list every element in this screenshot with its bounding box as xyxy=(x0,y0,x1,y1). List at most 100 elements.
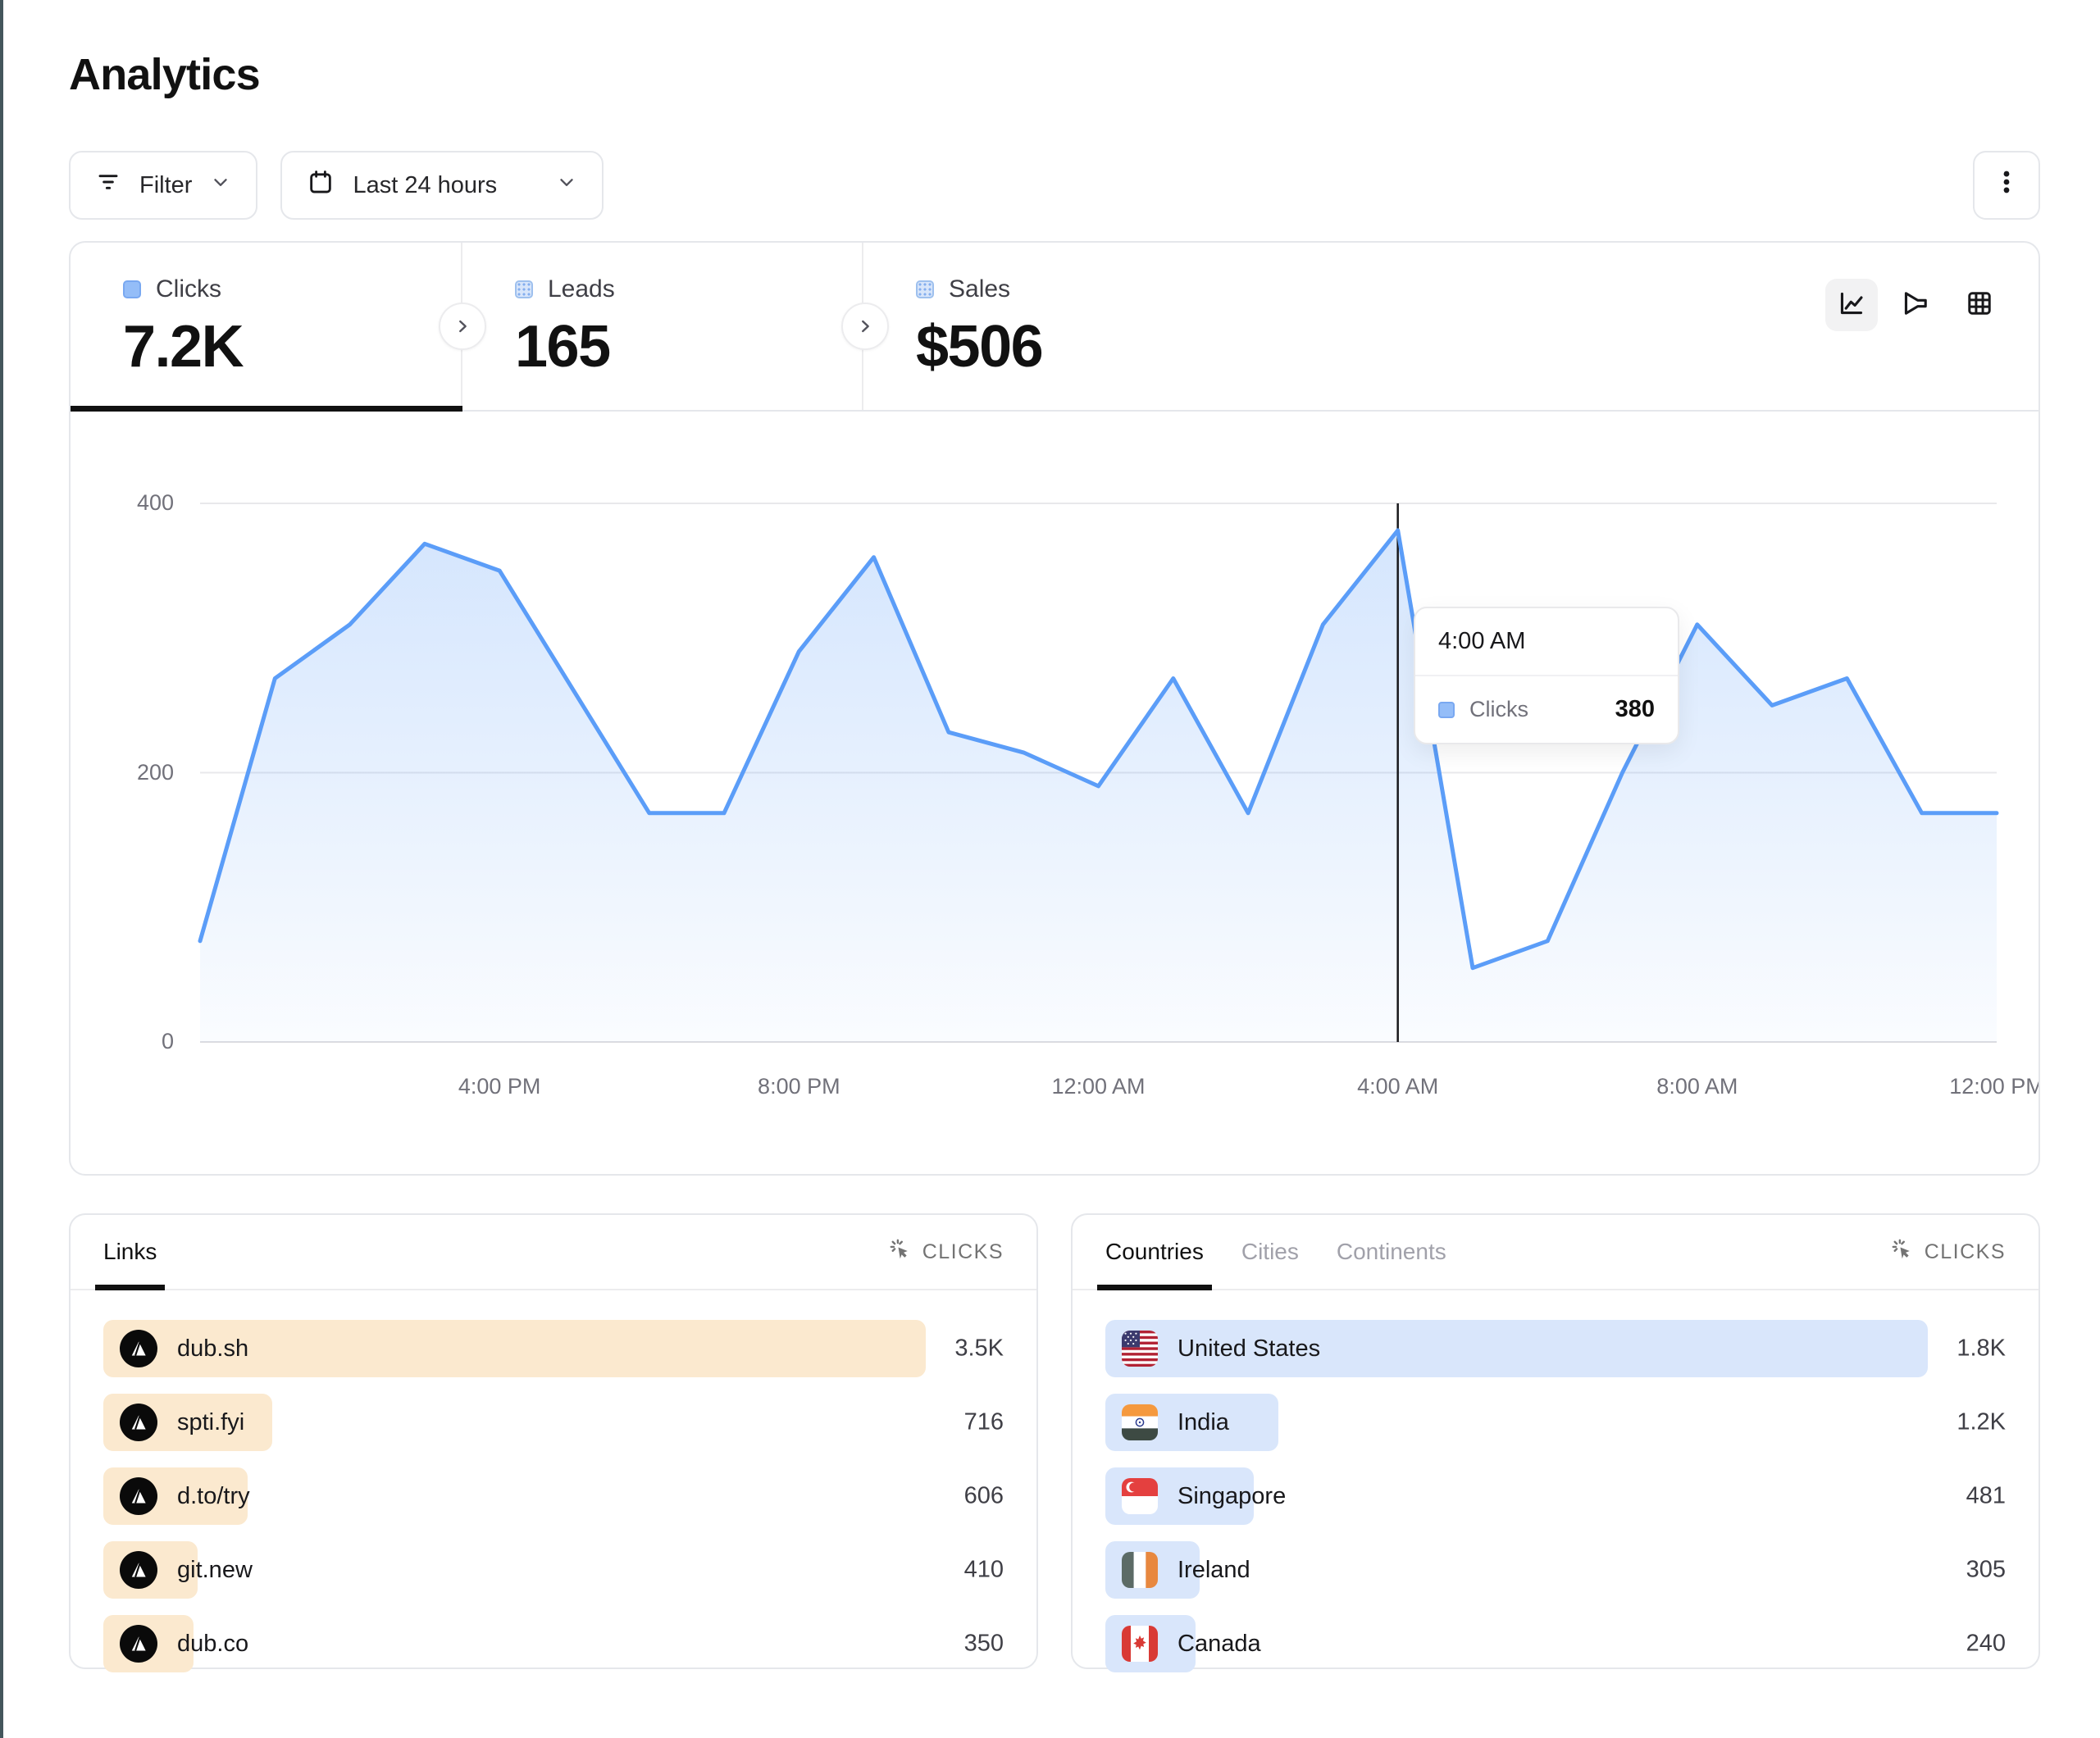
line-chart-toggle[interactable] xyxy=(1825,279,1878,331)
link-clicks-value: 716 xyxy=(963,1408,1004,1435)
stats-tabs: Clicks 7.2K Leads 165 Sales $506 xyxy=(71,243,2039,412)
countries-panel-header: Countries Cities Continents CLICKS xyxy=(1073,1215,2039,1290)
country-clicks-value: 1.8K xyxy=(1957,1335,2006,1362)
funnel-chart-toggle[interactable] xyxy=(1889,279,1942,331)
country-name-label: United States xyxy=(1178,1335,1321,1362)
links-panel: Links CLICKS dub.sh 3.5K xyxy=(69,1213,1038,1672)
toolbar: Filter Last 24 hours xyxy=(69,151,2040,220)
tab-sales[interactable]: Sales $506 xyxy=(863,243,2039,410)
bar-track xyxy=(1105,1320,1928,1377)
tab-cities[interactable]: Cities xyxy=(1241,1215,1299,1289)
funnel-icon xyxy=(1900,288,1931,323)
expand-leads-button[interactable] xyxy=(841,303,889,350)
link-list-item[interactable]: d.to/try 606 xyxy=(103,1467,1004,1525)
tooltip-series-label: Clicks xyxy=(1469,697,1528,721)
country-name-label: Canada xyxy=(1178,1630,1261,1657)
dub-logo-icon xyxy=(120,1404,157,1441)
table-view-toggle[interactable] xyxy=(1953,279,2006,331)
country-clicks-value: 481 xyxy=(1966,1482,2006,1509)
country-flag-icon xyxy=(1122,1552,1158,1588)
tab-countries[interactable]: Countries xyxy=(1097,1215,1212,1290)
x-tick-label: 12:00 AM xyxy=(1051,1074,1146,1099)
countries-tab-label: Countries xyxy=(1105,1239,1204,1264)
tooltip-series-swatch xyxy=(1438,701,1455,718)
sales-value: $506 xyxy=(916,314,1044,380)
links-list: dub.sh 3.5K spti.fyi 716 d.to/try 606 xyxy=(71,1290,1036,1672)
link-domain-label: spti.fyi xyxy=(177,1408,245,1435)
country-list-item[interactable]: Canada 240 xyxy=(1105,1615,2006,1672)
tab-clicks[interactable]: Clicks 7.2K xyxy=(71,243,462,410)
cities-tab-label: Cities xyxy=(1241,1239,1299,1264)
filter-icon xyxy=(95,169,121,202)
link-clicks-value: 3.5K xyxy=(954,1335,1004,1362)
link-domain-label: d.to/try xyxy=(177,1482,250,1509)
countries-panel: Countries Cities Continents CLICKS xyxy=(1071,1213,2040,1672)
dub-logo-icon xyxy=(120,1551,157,1589)
dub-logo-icon xyxy=(120,1625,157,1663)
x-tick-label: 12:00 PM xyxy=(1949,1074,2040,1099)
chart-x-axis: 4:00 PM 8:00 PM 12:00 AM 4:00 AM 8:00 AM 12:0… xyxy=(200,1074,2039,1110)
links-panel-header: Links CLICKS xyxy=(71,1215,1036,1290)
country-list-item[interactable]: Singapore 481 xyxy=(1105,1467,2006,1525)
filter-button[interactable]: Filter xyxy=(69,151,258,220)
link-domain-label: dub.sh xyxy=(177,1335,249,1362)
leads-series-swatch xyxy=(515,280,533,298)
date-range-label: Last 24 hours xyxy=(353,171,498,198)
tab-continents[interactable]: Continents xyxy=(1337,1215,1446,1289)
x-tick-label: 4:00 AM xyxy=(1357,1074,1439,1099)
date-range-button[interactable]: Last 24 hours xyxy=(280,151,604,220)
line-chart-icon xyxy=(1836,288,1867,323)
link-list-item[interactable]: spti.fyi 716 xyxy=(103,1394,1004,1451)
tab-leads[interactable]: Leads 165 xyxy=(462,243,863,410)
tab-links[interactable]: Links xyxy=(94,1215,166,1290)
country-list-item[interactable]: India 1.2K xyxy=(1105,1394,2006,1451)
tooltip-time: 4:00 AM xyxy=(1415,608,1678,676)
chart-plot-area[interactable] xyxy=(198,412,1999,1059)
analytics-page: Analytics Filter Last 24 hours xyxy=(69,50,2040,1672)
y-tick-label-0: 0 xyxy=(161,1029,174,1053)
leads-tab-label: Leads xyxy=(548,275,615,303)
link-list-item[interactable]: dub.co 350 xyxy=(103,1615,1004,1672)
clicks-series-swatch xyxy=(123,280,141,298)
page-title: Analytics xyxy=(69,50,261,99)
link-clicks-value: 606 xyxy=(963,1482,1004,1509)
x-tick-label: 8:00 AM xyxy=(1656,1074,1738,1099)
active-tab-underline xyxy=(71,406,462,412)
link-list-item[interactable]: git.new 410 xyxy=(103,1541,1004,1599)
country-list-item[interactable]: Ireland 305 xyxy=(1105,1541,2006,1599)
country-flag-icon xyxy=(1122,1626,1158,1662)
chart-y-axis: 0 200 400 xyxy=(71,412,174,1059)
links-metric-label: CLICKS xyxy=(922,1240,1004,1263)
country-clicks-bar xyxy=(1105,1320,1928,1377)
chart-tooltip: 4:00 AM Clicks 380 xyxy=(1414,607,1679,744)
chevron-down-icon xyxy=(556,171,577,199)
link-domain-label: dub.co xyxy=(177,1630,249,1657)
cursor-click-icon xyxy=(1890,1237,1915,1267)
clicks-chart[interactable]: 0 200 400 4:00 PM 8:00 PM 12:00 AM 4:00 AM 8:0… xyxy=(71,412,2039,1174)
country-flag-icon xyxy=(1122,1478,1158,1514)
x-tick-label: 8:00 PM xyxy=(758,1074,840,1099)
countries-metric-selector[interactable]: CLICKS xyxy=(1890,1237,2006,1267)
more-options-button[interactable] xyxy=(1973,151,2040,220)
link-clicks-value: 350 xyxy=(963,1630,1004,1657)
country-list-item[interactable]: United States 1.8K xyxy=(1105,1320,2006,1377)
link-clicks-value: 410 xyxy=(963,1556,1004,1583)
dub-logo-icon xyxy=(120,1330,157,1367)
expand-clicks-button[interactable] xyxy=(439,303,486,350)
continents-tab-label: Continents xyxy=(1336,1239,1446,1264)
country-name-label: Ireland xyxy=(1178,1556,1250,1583)
country-name-label: India xyxy=(1178,1408,1229,1435)
x-tick-label: 4:00 PM xyxy=(458,1074,541,1099)
dub-logo-icon xyxy=(120,1477,157,1515)
links-tab-label: Links xyxy=(103,1239,157,1264)
leads-value: 165 xyxy=(515,314,611,380)
links-metric-selector[interactable]: CLICKS xyxy=(888,1237,1004,1267)
country-clicks-value: 305 xyxy=(1966,1556,2006,1583)
sales-series-swatch xyxy=(916,280,934,298)
link-domain-label: git.new xyxy=(177,1556,253,1583)
grid-table-icon xyxy=(1964,288,1995,323)
clicks-value: 7.2K xyxy=(123,314,244,380)
link-list-item[interactable]: dub.sh 3.5K xyxy=(103,1320,1004,1377)
y-tick-label-200: 200 xyxy=(136,759,174,785)
filter-button-label: Filter xyxy=(139,171,193,198)
